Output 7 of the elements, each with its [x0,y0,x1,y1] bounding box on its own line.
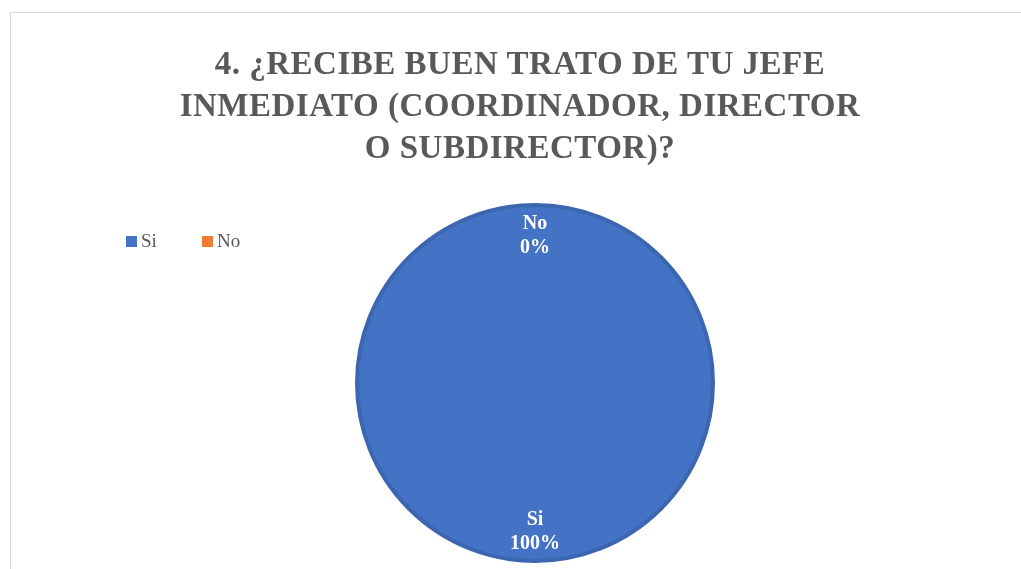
text: 0% [520,235,550,258]
slice-label: Si [526,506,544,529]
legend-label: No [217,230,241,251]
data-label: 100% [510,530,560,553]
chart-title: 4. ¿RECIBE BUEN TRATO DE TU JEFE INMEDIATO (COORDINADOR, DIRECTOR O SUBDIRECTOR)? [179,45,861,166]
legend-label: Si [141,230,157,251]
category-label: No [522,211,548,234]
